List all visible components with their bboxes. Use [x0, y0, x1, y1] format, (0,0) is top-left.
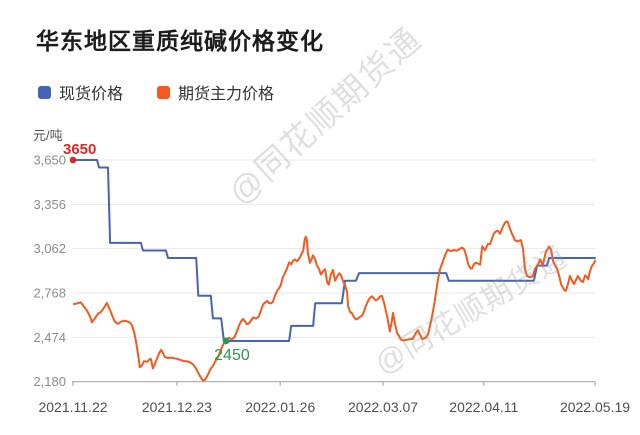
spot-price-swatch-icon	[38, 85, 51, 99]
annotation-dot	[222, 337, 230, 345]
x-axis-tick-label: 2021.11.22	[38, 399, 107, 415]
annotation-label: 3650	[63, 141, 96, 158]
y-axis-tick-label: 2,768	[33, 286, 66, 301]
annotation-label: 2450	[214, 347, 250, 364]
x-axis-tick-label: 2021.12.23	[142, 399, 212, 415]
spot-price-line[interactable]	[72, 159, 596, 342]
futures-price-line[interactable]	[73, 220, 596, 382]
chart-legend: 现货价格 期货主力价格	[38, 80, 274, 104]
legend-label-futures-price: 期货主力价格	[178, 86, 275, 103]
y-axis-tick-label: 2,180	[33, 374, 66, 389]
page-title: 华东地区重质纯碱价格变化	[36, 28, 324, 54]
legend-label-spot-price: 现货价格	[59, 86, 124, 103]
legend-item-spot-price[interactable]: 现货价格	[38, 80, 123, 104]
y-axis-tick-label: 3,356	[33, 197, 66, 212]
y-axis-tick-label: 2,474	[33, 330, 66, 345]
y-axis-unit-label: 元/吨	[33, 128, 63, 143]
futures-price-swatch-icon	[157, 85, 171, 99]
x-axis-tick-label: 2022.03.07	[348, 399, 418, 415]
x-axis-tick-label: 2022.04.11	[449, 399, 518, 415]
x-axis-tick-label: 2022.05.19	[560, 399, 630, 415]
x-axis-tick-label: 2022.01.26	[245, 399, 315, 415]
y-axis-tick-label: 3,650	[33, 153, 66, 168]
annotation-dot	[69, 156, 77, 164]
legend-item-futures-price[interactable]: 期货主力价格	[157, 80, 274, 104]
y-axis-tick-label: 3,062	[33, 241, 66, 256]
